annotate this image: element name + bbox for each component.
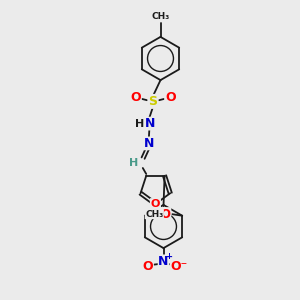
Text: N: N: [144, 137, 154, 150]
Text: N: N: [145, 117, 155, 130]
Text: S: S: [148, 95, 158, 108]
Text: O: O: [165, 91, 176, 104]
Text: H: H: [135, 118, 144, 129]
Text: N: N: [158, 255, 169, 268]
Text: CH₃: CH₃: [152, 12, 169, 21]
Text: H: H: [129, 158, 138, 169]
Text: O⁻: O⁻: [170, 260, 188, 273]
Text: O: O: [130, 91, 141, 104]
Text: O: O: [142, 260, 153, 273]
Text: CH₃: CH₃: [145, 210, 164, 219]
Text: +: +: [165, 252, 172, 261]
Text: O: O: [161, 208, 171, 221]
Text: O: O: [151, 199, 160, 209]
